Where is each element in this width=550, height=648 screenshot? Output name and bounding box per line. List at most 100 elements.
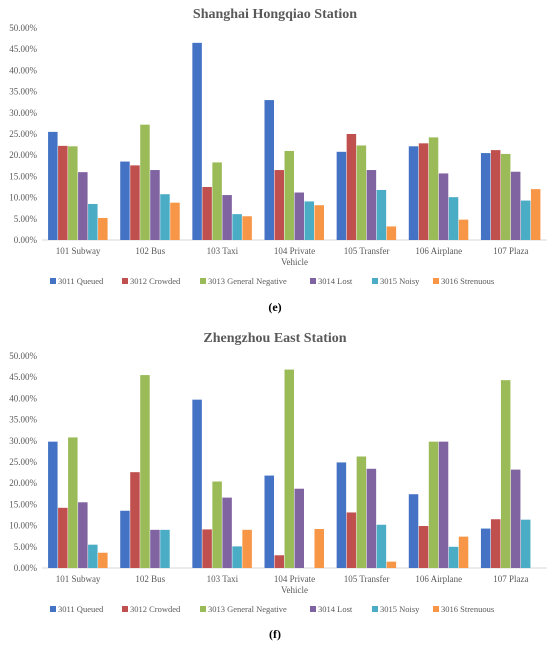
y-tick-label: 20.00% bbox=[9, 478, 37, 488]
bar bbox=[264, 475, 274, 568]
bar bbox=[428, 441, 439, 568]
bar bbox=[510, 469, 521, 568]
y-tick-label: 40.00% bbox=[9, 65, 37, 75]
bar bbox=[366, 170, 377, 240]
y-tick-label: 40.00% bbox=[9, 393, 37, 403]
bar bbox=[150, 170, 160, 240]
chart-f: Zhengzhou East Station 0.00% 5.00% 10.00% 1… bbox=[9, 331, 547, 641]
bar bbox=[284, 369, 294, 568]
category-label: 107 Plaza bbox=[493, 574, 528, 584]
bar bbox=[376, 189, 387, 240]
y-tick-label: 25.00% bbox=[9, 129, 37, 139]
y-tick-label: 30.00% bbox=[9, 436, 37, 446]
legend-label: 3012 Crowded bbox=[130, 604, 181, 614]
y-tick-label: 30.00% bbox=[9, 108, 37, 118]
bar bbox=[264, 100, 274, 240]
bar bbox=[120, 510, 130, 568]
bar bbox=[510, 171, 521, 240]
category-label: 102 Bus bbox=[135, 246, 165, 256]
bar bbox=[212, 162, 222, 240]
legend-swatch bbox=[433, 606, 439, 612]
category-label: 105 Transfer bbox=[344, 246, 390, 256]
bar bbox=[68, 146, 78, 240]
category-label: 103 Taxi bbox=[207, 246, 239, 256]
bar bbox=[480, 528, 491, 568]
y-tick-label: 50.00% bbox=[9, 23, 37, 33]
bar bbox=[336, 462, 347, 568]
chart-f-title: Zhengzhou East Station bbox=[203, 331, 346, 346]
bar bbox=[438, 441, 449, 568]
bar bbox=[202, 529, 212, 568]
bar bbox=[274, 555, 284, 568]
bar bbox=[78, 172, 88, 240]
y-tick-label: 50.00% bbox=[9, 351, 37, 361]
y-tick-label: 0.00% bbox=[14, 563, 38, 573]
bar bbox=[458, 219, 469, 240]
bar bbox=[386, 226, 397, 240]
legend-swatch bbox=[310, 278, 316, 284]
bar bbox=[448, 197, 459, 240]
bar bbox=[428, 137, 439, 240]
bar bbox=[160, 529, 170, 568]
bar bbox=[130, 165, 140, 240]
bar bbox=[140, 124, 150, 240]
legend-swatch bbox=[122, 278, 128, 284]
legend-label: 3011 Queued bbox=[58, 276, 104, 286]
bar bbox=[366, 468, 377, 568]
bar bbox=[458, 536, 469, 568]
bar bbox=[438, 173, 449, 240]
bar bbox=[530, 189, 541, 240]
legend-label: 3015 Noisy bbox=[380, 276, 420, 286]
legend-swatch bbox=[200, 278, 206, 284]
bar bbox=[418, 526, 429, 568]
bar bbox=[346, 134, 357, 240]
bar bbox=[192, 399, 202, 568]
bar bbox=[336, 151, 347, 240]
bar bbox=[68, 437, 78, 568]
legend-label: 3014 Lost bbox=[318, 604, 353, 614]
chart-f-legend: 3011 Queued 3012 Crowded 3013 General Nega… bbox=[50, 604, 494, 614]
bar bbox=[520, 519, 531, 568]
bar bbox=[232, 214, 242, 240]
legend-label: 3016 Strenuous bbox=[441, 604, 494, 614]
legend-swatch bbox=[310, 606, 316, 612]
bar bbox=[314, 205, 324, 240]
y-tick-label: 45.00% bbox=[9, 372, 37, 382]
bar bbox=[242, 529, 252, 568]
bar bbox=[222, 195, 232, 240]
bar bbox=[490, 150, 501, 240]
y-tick-label: 5.00% bbox=[14, 542, 38, 552]
chart-e-caption: (e) bbox=[268, 300, 281, 314]
bar bbox=[58, 145, 68, 240]
bar bbox=[232, 546, 242, 568]
chart-f-caption: (f) bbox=[269, 627, 281, 641]
bar bbox=[150, 529, 160, 568]
y-tick-label: 10.00% bbox=[9, 193, 37, 203]
category-label: 104 Private Vehicle bbox=[274, 246, 315, 267]
bar bbox=[500, 153, 511, 240]
legend-label: 3015 Noisy bbox=[380, 604, 420, 614]
bar bbox=[408, 146, 419, 240]
chart-e-title: Shanghai Hongqiao Station bbox=[193, 7, 357, 22]
category-label: 101 Subway bbox=[56, 574, 101, 584]
category-label: 102 Bus bbox=[135, 574, 165, 584]
legend-label: 3013 General Negative bbox=[208, 276, 287, 286]
category-label: 105 Transfer bbox=[344, 574, 390, 584]
bar bbox=[48, 441, 58, 568]
legend-swatch bbox=[122, 606, 128, 612]
category-label: 103 Taxi bbox=[207, 574, 239, 584]
category-label: 106 Airplane bbox=[415, 574, 462, 584]
bar bbox=[222, 497, 232, 568]
legend-label: 3014 Lost bbox=[318, 276, 353, 286]
bar bbox=[202, 187, 212, 240]
bar bbox=[386, 561, 397, 568]
bar bbox=[356, 145, 367, 240]
bar bbox=[346, 512, 357, 568]
legend-swatch bbox=[372, 278, 378, 284]
bar bbox=[294, 488, 304, 568]
bar bbox=[160, 194, 170, 240]
bar bbox=[274, 170, 284, 240]
bar bbox=[356, 456, 367, 568]
y-tick-label: 20.00% bbox=[9, 150, 37, 160]
legend-swatch bbox=[50, 278, 56, 284]
